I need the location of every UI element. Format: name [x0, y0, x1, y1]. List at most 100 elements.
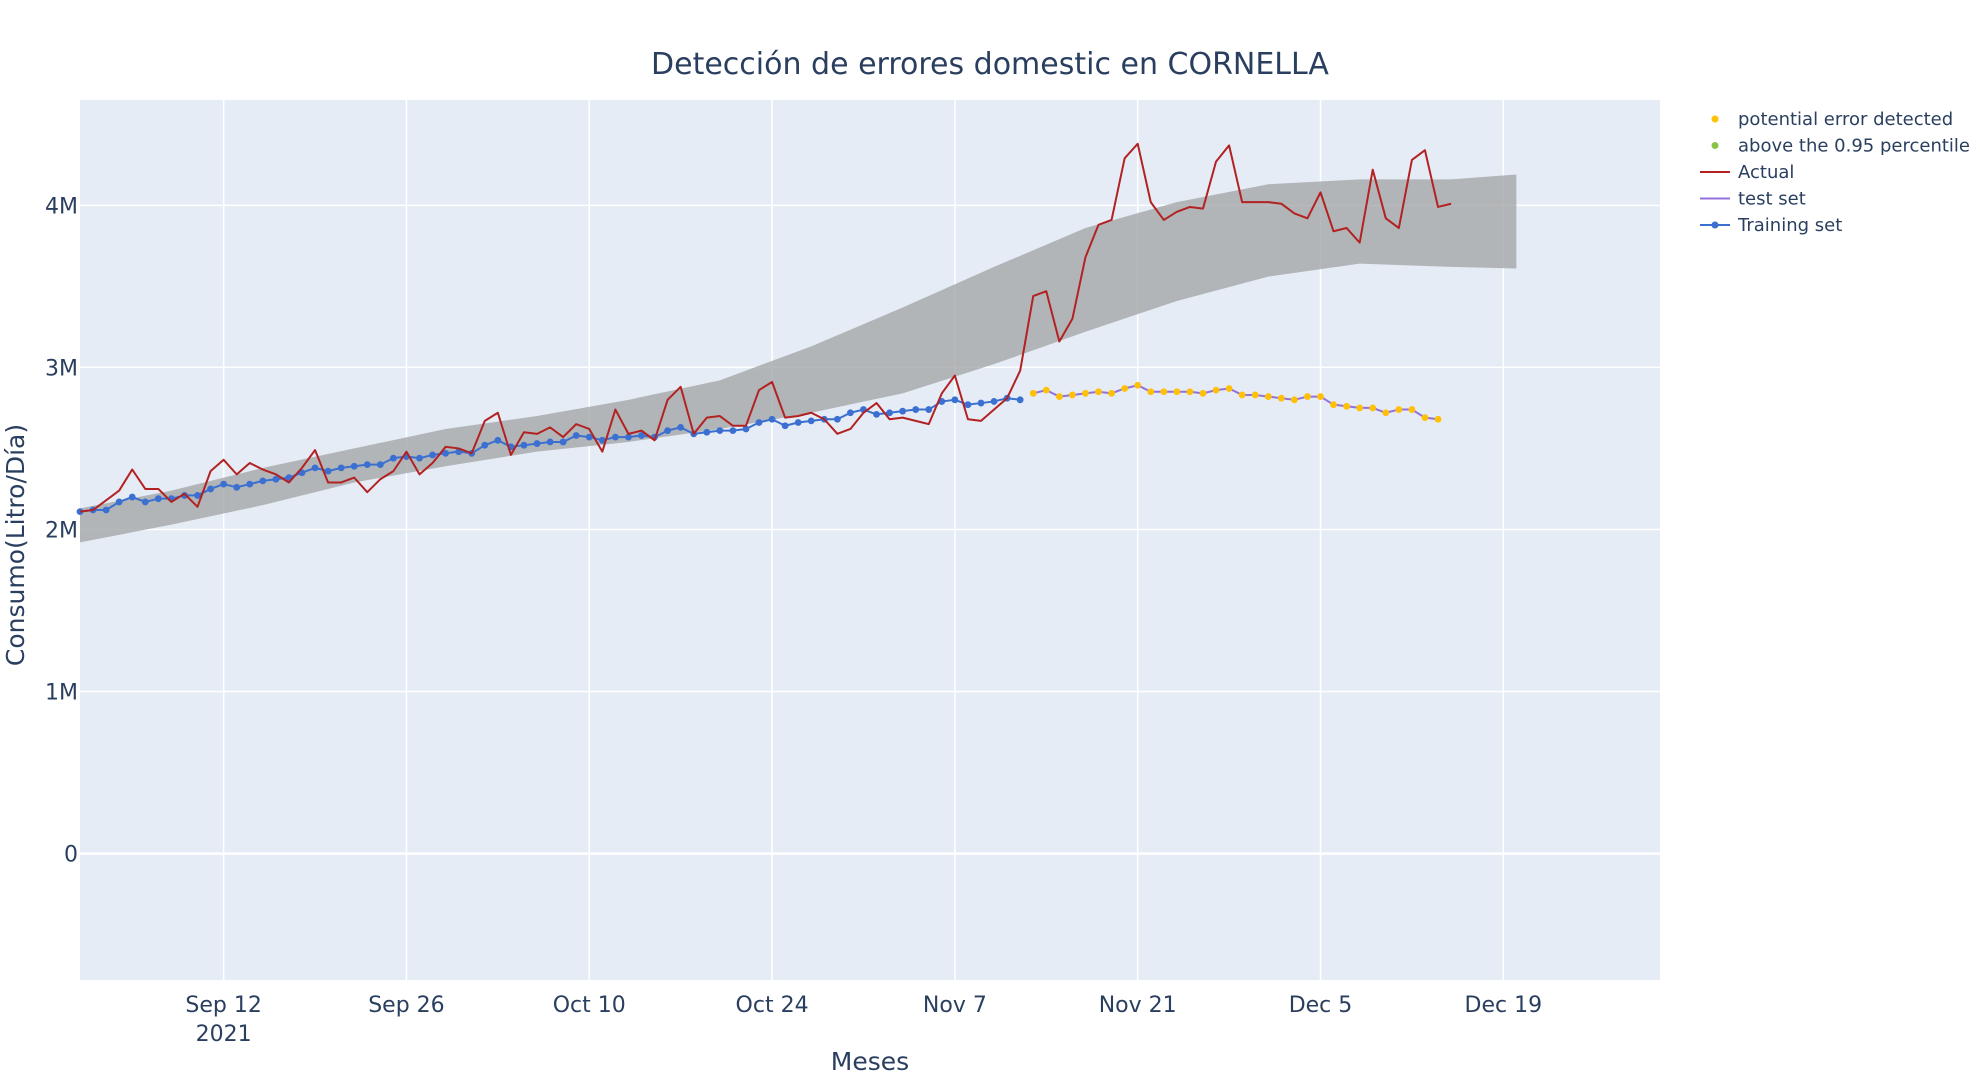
training-set-point	[154, 495, 162, 503]
potential-error-point	[1264, 393, 1272, 400]
training-set-point	[794, 419, 802, 426]
training-set-point	[363, 461, 371, 469]
training-set-point	[572, 432, 580, 439]
potential-error-point	[1029, 389, 1037, 397]
x-tick-sublabel: 2021	[196, 1022, 252, 1047]
potential-error-point	[1042, 386, 1050, 394]
legend-label: Actual	[1738, 162, 1794, 183]
training-set-point	[494, 436, 502, 444]
training-set-point	[638, 432, 645, 439]
series-group	[76, 142, 1452, 516]
legend-label: Training set	[1737, 215, 1842, 236]
y-tick-label: 1M	[45, 681, 78, 706]
potential-error-point	[1238, 391, 1246, 399]
training-set-point	[755, 419, 763, 426]
potential-error-point	[1055, 393, 1063, 400]
x-axis-title: Meses	[831, 1047, 909, 1076]
training-set-point	[611, 433, 619, 441]
potential-error-point	[1147, 388, 1155, 396]
potential-error-point	[1160, 388, 1168, 396]
training-set-point	[964, 401, 972, 409]
potential-error-point	[1173, 388, 1181, 396]
training-set-point	[324, 467, 332, 475]
legend-swatch-dot	[1711, 221, 1719, 229]
training-set-point	[442, 449, 450, 457]
legend: potential error detected above the 0.95 p…	[1700, 109, 1970, 236]
legend-label: potential error detected	[1738, 109, 1953, 130]
potential-error-point	[1277, 394, 1285, 402]
training-set-point	[807, 417, 815, 425]
x-tick-label: Nov 7	[923, 993, 987, 1018]
potential-error-point	[1356, 404, 1364, 412]
training-set-point	[337, 464, 345, 472]
training-set-point	[742, 425, 750, 433]
potential-error-point	[1382, 409, 1390, 417]
training-set-point	[912, 406, 920, 413]
training-set-point	[886, 409, 893, 417]
training-set-point	[1016, 396, 1024, 404]
training-set-point	[429, 451, 436, 459]
chart-title: Detección de errores domestic en CORNELL…	[651, 47, 1329, 82]
y-axis-title: Consumo(Litro/Día)	[1, 424, 30, 666]
training-set-point	[899, 407, 907, 415]
potential-error-point	[1212, 386, 1220, 394]
training-set-point	[768, 415, 776, 423]
potential-error-point	[1108, 389, 1115, 397]
training-set-point	[533, 440, 541, 447]
potential-error-point	[1186, 388, 1194, 396]
potential-error-point	[1290, 396, 1298, 404]
training-set-point	[220, 480, 228, 488]
training-set-point	[233, 483, 241, 491]
potential-error-point	[1082, 389, 1089, 397]
training-set-point	[416, 454, 423, 462]
training-set-point	[990, 398, 998, 405]
y-tick-label: 4M	[45, 194, 78, 219]
legend-item: test set	[1700, 189, 1806, 210]
training-set-point	[977, 399, 985, 407]
legend-label: test set	[1738, 189, 1806, 210]
training-set-point	[546, 438, 554, 446]
training-set-point	[598, 436, 606, 444]
legend-label: above the 0.95 percentile	[1738, 136, 1970, 157]
training-set-point	[833, 415, 841, 423]
x-axis: Sep 12 2021 Sep 26 Oct 10 Oct 24 Nov 7 Nov 21 D…	[185, 993, 1542, 1047]
legend-swatch	[1711, 115, 1719, 123]
training-set-point	[847, 409, 854, 417]
potential-error-point	[1434, 415, 1442, 423]
confidence-band-area	[80, 174, 1517, 543]
legend-item: Actual	[1700, 162, 1794, 183]
training-set-point	[664, 427, 672, 435]
training-set-point	[376, 461, 384, 469]
potential-error-point	[1408, 406, 1416, 413]
training-set-point	[677, 423, 685, 431]
training-set-point	[141, 498, 149, 506]
training-set-point	[559, 438, 567, 446]
training-set-point	[716, 427, 724, 435]
potential-error-point	[1330, 401, 1337, 409]
y-tick-label: 2M	[45, 518, 78, 543]
training-set-point	[520, 441, 528, 449]
potential-error-point	[1134, 381, 1142, 389]
potential-error-point	[1121, 385, 1129, 392]
training-set-point	[207, 485, 214, 493]
x-tick-label: Oct 10	[553, 993, 626, 1018]
legend-item: Training set	[1700, 215, 1842, 236]
training-set-point	[781, 422, 789, 430]
training-set-point	[729, 427, 737, 435]
potential-error-point	[1343, 402, 1351, 410]
y-tick-label: 3M	[45, 356, 78, 381]
potential-error-point	[1225, 385, 1233, 392]
training-set-point	[481, 441, 489, 449]
training-set-point	[585, 433, 593, 441]
training-set-point	[115, 498, 123, 506]
legend-swatch	[1711, 142, 1719, 149]
training-set-point	[311, 464, 319, 472]
y-axis: 0 1M 2M 3M 4M	[45, 194, 78, 867]
x-tick-label: Nov 21	[1099, 993, 1177, 1018]
training-set-point	[272, 475, 280, 483]
x-tick-label: Dec 19	[1465, 993, 1543, 1018]
potential-error-point	[1304, 393, 1311, 400]
training-set-point	[350, 462, 358, 470]
potential-error-point	[1095, 388, 1102, 396]
